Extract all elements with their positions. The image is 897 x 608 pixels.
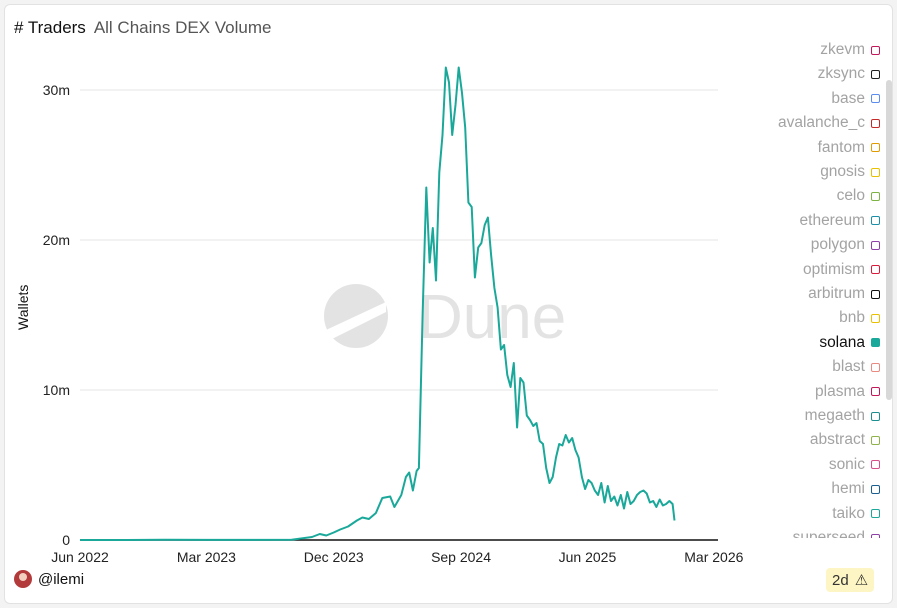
refresh-age: 2d — [832, 571, 849, 589]
legend-label: base — [831, 89, 865, 107]
legend-item-ethereum[interactable]: ethereum — [800, 209, 880, 233]
legend-item-gnosis[interactable]: gnosis — [820, 160, 880, 184]
warning-triangle-icon: ⚠ — [854, 572, 869, 589]
legend-swatch — [871, 240, 880, 250]
legend-swatch — [871, 167, 880, 177]
series-layer[interactable] — [80, 66, 676, 541]
legend-label: avalanche_c — [777, 114, 865, 132]
y-tick-label: 20m — [43, 232, 70, 248]
legend-swatch — [871, 289, 880, 299]
y-tick-label: 10m — [43, 382, 70, 398]
legend-item-optimism[interactable]: optimism — [803, 258, 880, 282]
legend-item-fantom[interactable]: fantom — [818, 136, 880, 160]
legend-swatch — [871, 69, 880, 79]
legend-label: zkevm — [820, 41, 865, 58]
refresh-badge[interactable]: 2d ⚠ — [826, 568, 875, 592]
grid-lines — [80, 89, 718, 391]
legend-label: ethereum — [799, 211, 865, 229]
legend-swatch — [871, 435, 880, 445]
legend-item-superseed[interactable]: superseed — [793, 526, 880, 538]
legend-item-bnb[interactable]: bnb — [839, 306, 880, 330]
chart-subtitle: All Chains DEX Volume — [93, 18, 272, 37]
legend-label: zksync — [817, 65, 865, 83]
legend-label: gnosis — [820, 163, 865, 180]
legend-label: bnb — [839, 309, 865, 327]
legend-item-solana[interactable]: solana — [819, 331, 880, 355]
legend-item-arbitrum[interactable]: arbitrum — [808, 282, 880, 306]
legend-swatch — [871, 45, 880, 55]
legend-label: arbitrum — [808, 285, 865, 302]
x-tick-label: Jun 2022 — [51, 549, 109, 565]
legend-swatch — [871, 191, 880, 201]
series-line-solana[interactable] — [80, 66, 676, 541]
legend-item-abstract[interactable]: abstract — [810, 428, 880, 452]
author[interactable]: @ilemi — [14, 570, 84, 588]
legend-label: solana — [819, 333, 865, 351]
legend-item-celo[interactable]: celo — [837, 184, 880, 208]
x-tick-label: Dec 2023 — [304, 549, 364, 565]
legend-swatch — [871, 460, 880, 470]
chart-header: # Traders All Chains DEX Volume — [14, 18, 271, 38]
legend-item-polygon[interactable]: polygon — [811, 233, 880, 257]
legend-label: fantom — [817, 138, 865, 156]
legend-swatch — [871, 387, 880, 397]
legend-item-megaeth[interactable]: megaeth — [805, 404, 880, 428]
legend-item-zksync[interactable]: zksync — [818, 62, 880, 86]
author-username: @ilemi — [38, 570, 85, 588]
legend-swatch — [871, 411, 880, 421]
legend-label: sonic — [828, 455, 865, 473]
legend-label: superseed — [792, 529, 865, 538]
y-tick-label: 0 — [62, 532, 70, 548]
legend-label: optimism — [802, 260, 865, 278]
legend-label: blast — [832, 358, 865, 376]
chart-title[interactable]: # Traders — [14, 18, 86, 37]
x-tick-label: Jun 2025 — [559, 549, 617, 565]
x-tick-label: Mar 2026 — [684, 549, 743, 565]
legend-label: taiko — [832, 504, 865, 522]
legend-scrollbar[interactable] — [886, 80, 892, 400]
legend-label: megaeth — [804, 407, 865, 424]
y-tick-label: 30m — [43, 82, 70, 98]
legend-item-taiko[interactable]: taiko — [832, 502, 880, 526]
avatar — [14, 570, 32, 588]
legend-item-zkevm[interactable]: zkevm — [820, 38, 880, 62]
legend-swatch — [871, 338, 880, 348]
chart-card — [4, 4, 893, 604]
y-axis-label: Wallets — [15, 285, 31, 330]
legend-swatch — [871, 362, 880, 372]
legend-item-sonic[interactable]: sonic — [829, 453, 880, 477]
legend-label: plasma — [815, 382, 865, 400]
x-tick-label: Mar 2023 — [177, 549, 236, 565]
watermark-text: Dune — [418, 283, 566, 352]
legend-swatch — [871, 118, 880, 128]
legend-label: abstract — [809, 431, 865, 449]
legend-swatch — [871, 533, 880, 538]
legend-item-hemi[interactable]: hemi — [831, 477, 880, 501]
x-tick-label: Sep 2024 — [431, 549, 491, 565]
legend-swatch — [871, 509, 880, 519]
legend-label: hemi — [831, 480, 865, 498]
legend-item-base[interactable]: base — [831, 87, 880, 111]
legend-swatch — [871, 265, 880, 275]
legend-item-plasma[interactable]: plasma — [815, 380, 880, 404]
legend-swatch — [871, 143, 880, 153]
legend-label: celo — [836, 187, 865, 205]
legend-swatch — [871, 313, 880, 323]
legend-swatch — [871, 94, 880, 104]
dune-logo-icon — [324, 284, 388, 348]
legend-swatch — [871, 216, 880, 226]
watermark: Dune — [324, 283, 566, 352]
legend-swatch — [871, 484, 880, 494]
legend-item-avalanche_c[interactable]: avalanche_c — [778, 111, 880, 135]
legend-label: polygon — [810, 236, 865, 254]
legend-item-blast[interactable]: blast — [832, 355, 880, 379]
